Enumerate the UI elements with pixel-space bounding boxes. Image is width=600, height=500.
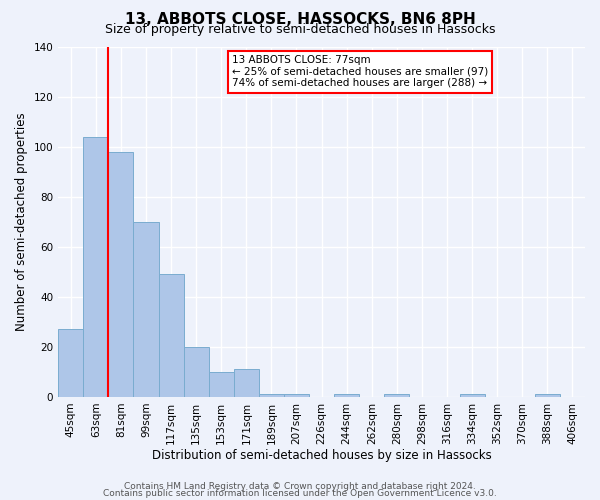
Bar <box>83 136 109 397</box>
Bar <box>158 274 184 397</box>
Bar <box>109 152 133 397</box>
Bar <box>535 394 560 397</box>
Bar <box>184 347 209 397</box>
Bar <box>385 394 409 397</box>
Text: Contains public sector information licensed under the Open Government Licence v3: Contains public sector information licen… <box>103 489 497 498</box>
Bar <box>334 394 359 397</box>
Y-axis label: Number of semi-detached properties: Number of semi-detached properties <box>15 112 28 331</box>
Text: Size of property relative to semi-detached houses in Hassocks: Size of property relative to semi-detach… <box>105 22 495 36</box>
Bar <box>209 372 234 397</box>
Text: 13 ABBOTS CLOSE: 77sqm
← 25% of semi-detached houses are smaller (97)
74% of sem: 13 ABBOTS CLOSE: 77sqm ← 25% of semi-det… <box>232 56 488 88</box>
Bar <box>58 330 83 397</box>
X-axis label: Distribution of semi-detached houses by size in Hassocks: Distribution of semi-detached houses by … <box>152 450 491 462</box>
Text: 13, ABBOTS CLOSE, HASSOCKS, BN6 8PH: 13, ABBOTS CLOSE, HASSOCKS, BN6 8PH <box>125 12 475 28</box>
Bar <box>460 394 485 397</box>
Text: Contains HM Land Registry data © Crown copyright and database right 2024.: Contains HM Land Registry data © Crown c… <box>124 482 476 491</box>
Bar <box>133 222 158 397</box>
Bar <box>284 394 309 397</box>
Bar <box>234 370 259 397</box>
Bar <box>259 394 284 397</box>
